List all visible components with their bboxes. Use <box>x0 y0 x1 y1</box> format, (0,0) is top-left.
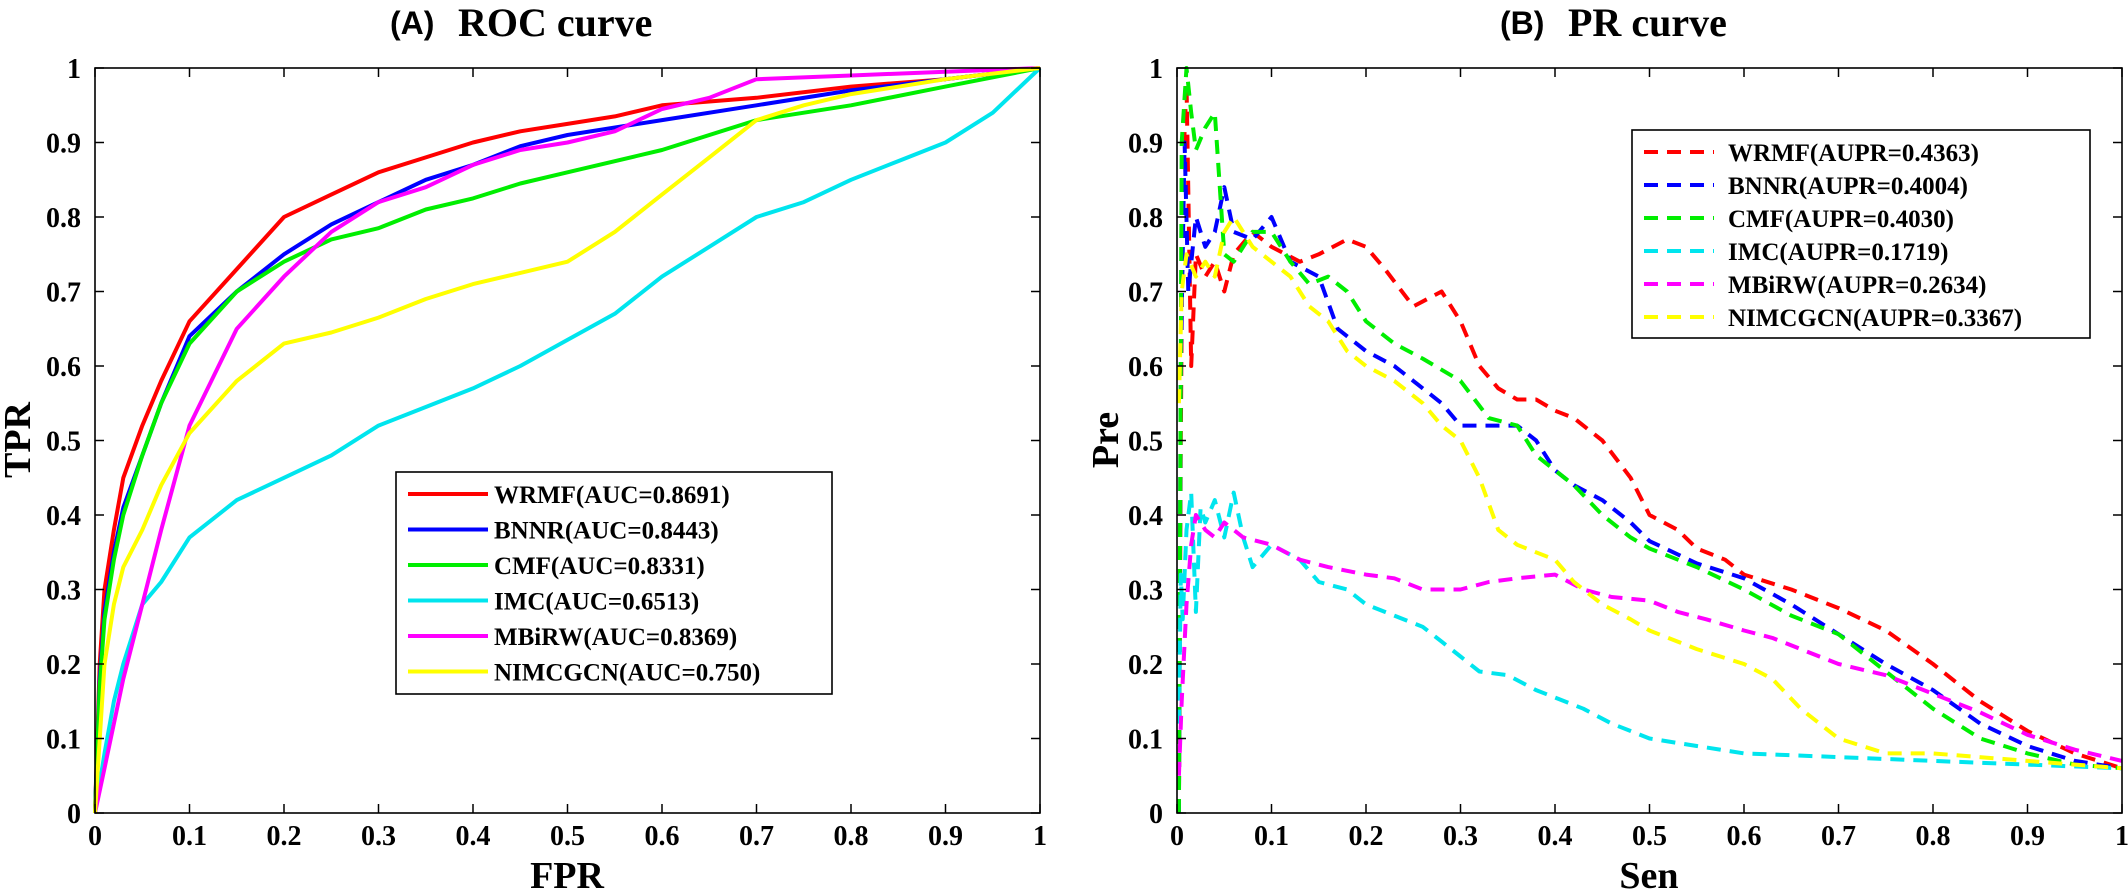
roc-x-tick-label: 0.6 <box>645 821 680 852</box>
roc-y-tick-label: 0.3 <box>46 576 81 607</box>
pr-legend-box <box>1631 129 2091 339</box>
pr-y-tick-label: 0.4 <box>1128 501 1163 532</box>
pr-y-axis: 0 0.1 0.2 0.3 0.4 0.5 0.6 0.7 0.8 0.9 1 <box>1128 54 2122 830</box>
roc-series-line-0 <box>93 66 1041 814</box>
pr-x-axis-label: Sen <box>1619 855 1678 894</box>
roc-x-axis-label: FPR <box>530 855 604 894</box>
roc-x-tick-label: 0 <box>88 821 102 852</box>
roc-y-tick-label: 0 <box>67 799 81 830</box>
pr-x-tick-label: 0.3 <box>1443 821 1478 852</box>
roc-y-tick-label: 0.9 <box>46 129 81 160</box>
roc-legend-label-1: BNNR(AUC=0.8443) <box>494 518 719 545</box>
pr-legend-label-0: WRMF(AUPR=0.4363) <box>1728 140 1979 167</box>
roc-y-tick-label: 0.6 <box>46 352 81 383</box>
pr-legend-label-3: IMC(AUPR=0.1719) <box>1728 239 1948 266</box>
pr-series-line-0 <box>1176 80 2123 814</box>
roc-legend-label-4: MBiRW(AUC=0.8369) <box>494 624 737 651</box>
pr-panel-tag: (B) <box>1500 5 1544 41</box>
roc-y-tick-label: 0.1 <box>46 725 81 756</box>
pr-panel: (B) PR curve 0 0.1 0.2 0.3 0.4 0.5 0.6 0.7 0.8 0.… <box>1085 0 2128 894</box>
pr-x-tick-label: 0.7 <box>1821 821 1856 852</box>
pr-y-tick-label: 0.7 <box>1128 278 1163 309</box>
roc-y-tick-label: 0.2 <box>46 650 81 681</box>
roc-x-tick-label: 0.8 <box>834 821 869 852</box>
roc-x-tick-label: 0.9 <box>928 821 963 852</box>
roc-series-line-2 <box>93 66 1041 814</box>
roc-y-tick-label: 0.8 <box>46 203 81 234</box>
pr-y-tick-label: 0.6 <box>1128 352 1163 383</box>
pr-x-tick-label: 0.2 <box>1349 821 1384 852</box>
roc-legend-label-0: WRMF(AUC=0.8691) <box>494 482 730 509</box>
roc-legend-label-3: IMC(AUC=0.6513) <box>494 589 699 616</box>
roc-x-tick-label: 0.1 <box>172 821 207 852</box>
pr-legend: WRMF(AUPR=0.4363) BNNR(AUPR=0.4004) CMF(AU… <box>1631 129 2091 339</box>
roc-panel-tag: (A) <box>390 5 434 41</box>
roc-y-axis: 0 0.1 0.2 0.3 0.4 0.5 0.6 0.7 0.8 0.9 1 <box>46 54 1040 830</box>
pr-series-line-4 <box>1176 513 2123 776</box>
pr-legend-label-4: MBiRW(AUPR=0.2634) <box>1728 272 1986 299</box>
pr-title: PR curve <box>1568 0 1727 45</box>
pr-y-axis-label: Pre <box>1085 412 1127 468</box>
roc-y-tick-label: 0.4 <box>46 501 81 532</box>
roc-series-line-1 <box>93 66 1041 814</box>
pr-y-tick-label: 0 <box>1149 799 1163 830</box>
roc-x-tick-label: 0.5 <box>550 821 585 852</box>
pr-y-tick-label: 0.9 <box>1128 129 1163 160</box>
pr-y-tick-label: 0.2 <box>1128 650 1163 681</box>
pr-x-tick-label: 0.1 <box>1254 821 1289 852</box>
pr-x-tick-label: 0 <box>1170 821 1184 852</box>
pr-legend-label-2: CMF(AUPR=0.4030) <box>1728 206 1954 233</box>
roc-y-tick-label: 0.7 <box>46 278 81 309</box>
roc-series-line-5 <box>93 66 1041 814</box>
roc-x-axis: 0 0.1 0.2 0.3 0.4 0.5 0.6 0.7 0.8 0.9 1 <box>88 68 1047 852</box>
roc-plot-frame <box>94 67 1041 814</box>
pr-x-tick-label: 0.5 <box>1632 821 1667 852</box>
roc-x-tick-label: 0.7 <box>739 821 774 852</box>
roc-series-line-3 <box>93 66 1042 814</box>
pr-legend-label-5: NIMCGCN(AUPR=0.3367) <box>1728 305 2022 332</box>
pr-series-line-5 <box>1176 215 2123 771</box>
roc-x-tick-label: 0.2 <box>267 821 302 852</box>
pr-x-axis: 0 0.1 0.2 0.3 0.4 0.5 0.6 0.7 0.8 0.9 1 <box>1170 68 2128 852</box>
pr-y-tick-label: 1 <box>1149 54 1163 85</box>
pr-y-tick-label: 0.1 <box>1128 725 1163 756</box>
roc-x-tick-label: 0.3 <box>361 821 396 852</box>
pr-series-line-3 <box>1176 490 2123 771</box>
roc-panel: (A) ROC curve 0 0.1 0.2 0.3 0.4 0.5 0.6 0.7 0.8 0… <box>0 0 1047 894</box>
roc-x-tick-label: 1 <box>1033 821 1047 852</box>
pr-x-tick-label: 0.4 <box>1538 821 1573 852</box>
roc-series-layer <box>93 66 1042 814</box>
pr-x-tick-label: 0.9 <box>2010 821 2045 852</box>
pr-y-tick-label: 0.3 <box>1128 576 1163 607</box>
pr-legend-label-1: BNNR(AUPR=0.4004) <box>1728 173 1968 200</box>
roc-legend-label-2: CMF(AUC=0.8331) <box>494 553 705 580</box>
pr-y-tick-label: 0.5 <box>1128 427 1163 458</box>
roc-y-tick-label: 1 <box>67 54 81 85</box>
roc-legend-box <box>395 471 833 695</box>
pr-series-line-2 <box>1176 66 2123 814</box>
roc-legend: WRMF(AUC=0.8691) BNNR(AUC=0.8443) CMF(AUC=… <box>395 471 833 695</box>
pr-series-layer <box>1176 66 2123 814</box>
pr-x-tick-label: 0.8 <box>1916 821 1951 852</box>
pr-y-tick-label: 0.8 <box>1128 203 1163 234</box>
roc-series-line-4 <box>93 66 1041 814</box>
roc-y-tick-label: 0.5 <box>46 427 81 458</box>
roc-x-tick-label: 0.4 <box>456 821 491 852</box>
pr-x-tick-label: 1 <box>2115 821 2128 852</box>
roc-title: ROC curve <box>458 0 652 45</box>
roc-legend-label-5: NIMCGCN(AUC=0.750) <box>494 660 760 687</box>
roc-y-axis-label: TPR <box>0 401 39 478</box>
pr-x-tick-label: 0.6 <box>1727 821 1762 852</box>
